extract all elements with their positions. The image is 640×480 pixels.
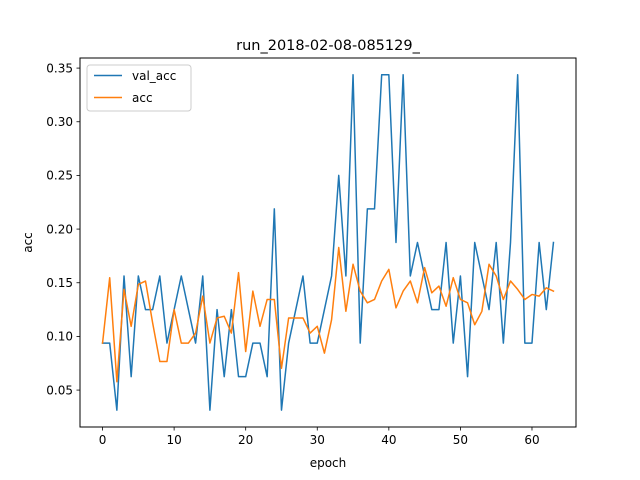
series-line-val-acc [101, 73, 555, 411]
y-axis-label: acc [21, 232, 35, 253]
x-axis-ticks: 0 10 20 30 40 50 60 [99, 427, 540, 447]
legend-box [86, 64, 192, 112]
y-tick-label: 0.05 [46, 383, 73, 397]
chart-title: run_2018-02-08-085129_ [236, 38, 420, 54]
x-tick-label: 20 [238, 433, 253, 447]
y-tick-label: 0.20 [46, 222, 73, 236]
series-line-acc [101, 246, 555, 383]
y-tick-label: 0.30 [46, 115, 73, 129]
y-tick-label: 0.10 [46, 330, 73, 344]
y-axis-ticks: 0.05 0.10 0.15 0.20 0.25 0.30 0.35 [46, 61, 80, 397]
x-tick-label: 60 [524, 433, 539, 447]
legend: val_acc acc [86, 64, 192, 112]
x-tick-label: 0 [99, 433, 107, 447]
x-tick-label: 30 [310, 433, 325, 447]
legend-label-acc: acc [132, 91, 153, 105]
legend-label-val-acc: val_acc [132, 69, 176, 83]
y-tick-label: 0.25 [46, 169, 73, 183]
x-axis-label: epoch [310, 456, 347, 470]
x-tick-label: 50 [453, 433, 468, 447]
x-tick-label: 40 [381, 433, 396, 447]
axes-frame [79, 57, 577, 428]
x-tick-label: 10 [166, 433, 181, 447]
plot-area [101, 73, 555, 411]
y-tick-label: 0.35 [46, 61, 73, 75]
y-tick-label: 0.15 [46, 276, 73, 290]
